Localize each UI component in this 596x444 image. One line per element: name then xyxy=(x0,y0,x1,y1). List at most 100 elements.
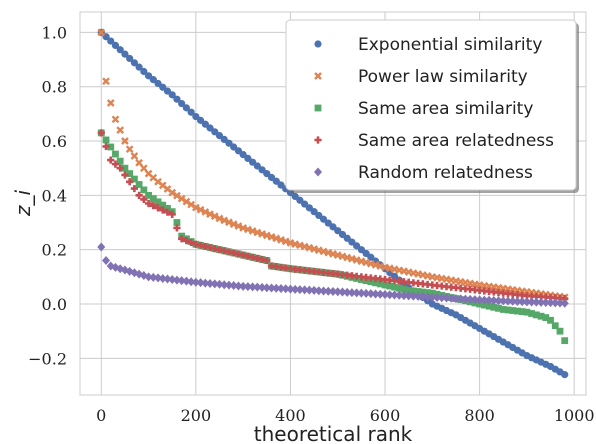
point xyxy=(178,99,186,108)
point xyxy=(182,197,191,206)
point xyxy=(409,287,417,295)
point xyxy=(319,286,328,296)
point xyxy=(276,284,285,294)
x-tick-label: 1000 xyxy=(554,406,595,425)
point xyxy=(145,191,152,199)
point xyxy=(135,63,143,71)
point xyxy=(253,282,262,292)
point xyxy=(102,256,111,266)
point xyxy=(277,236,285,244)
point xyxy=(490,303,498,311)
point xyxy=(144,272,153,282)
point xyxy=(381,289,390,299)
point xyxy=(527,297,536,307)
point xyxy=(116,126,125,135)
legend-marker xyxy=(314,40,322,48)
point xyxy=(130,59,138,67)
point xyxy=(561,337,569,345)
x-tick-label: 800 xyxy=(464,406,495,425)
point xyxy=(395,284,403,292)
point xyxy=(229,220,238,228)
point xyxy=(267,233,276,241)
point xyxy=(182,237,191,245)
point xyxy=(513,296,522,306)
point xyxy=(229,281,238,291)
data-marks xyxy=(97,28,569,379)
point xyxy=(556,327,564,335)
point xyxy=(442,293,451,303)
point xyxy=(419,288,427,296)
point xyxy=(405,287,413,294)
point xyxy=(509,307,517,314)
point xyxy=(258,230,266,238)
point xyxy=(121,50,129,58)
point xyxy=(366,289,375,299)
point xyxy=(338,287,347,297)
y-tick-label: 0.2 xyxy=(42,241,67,260)
point xyxy=(343,287,352,297)
point xyxy=(508,296,517,306)
point xyxy=(386,282,394,290)
point xyxy=(300,285,309,295)
point xyxy=(451,294,460,304)
point xyxy=(196,205,205,214)
point xyxy=(159,201,167,209)
point xyxy=(140,186,148,194)
point xyxy=(461,294,470,304)
point xyxy=(187,200,195,209)
y-tick-label: 0.6 xyxy=(42,132,67,151)
point xyxy=(466,294,475,304)
point xyxy=(532,311,540,319)
point xyxy=(121,164,129,172)
point xyxy=(248,282,257,292)
legend-box xyxy=(285,19,577,191)
legend-label: Same area relatedness xyxy=(358,131,554,151)
point xyxy=(102,77,110,86)
point xyxy=(537,297,546,307)
point xyxy=(423,292,432,302)
point xyxy=(121,171,129,179)
point xyxy=(281,284,290,294)
point xyxy=(201,278,210,288)
point xyxy=(154,204,162,212)
point xyxy=(126,170,134,178)
point xyxy=(154,273,163,283)
point xyxy=(428,292,437,302)
point xyxy=(97,242,106,252)
point xyxy=(234,222,243,230)
point xyxy=(173,191,181,200)
point xyxy=(367,278,375,286)
x-tick-label: 600 xyxy=(370,406,401,425)
point xyxy=(102,136,110,144)
point xyxy=(514,307,521,315)
legend-marker xyxy=(314,167,322,177)
point xyxy=(102,142,110,151)
legend-marker xyxy=(314,136,322,144)
point xyxy=(243,282,252,292)
point xyxy=(112,150,119,158)
point xyxy=(168,188,177,197)
point xyxy=(305,285,314,295)
point xyxy=(551,298,560,308)
point xyxy=(234,281,243,291)
point xyxy=(210,212,219,221)
point xyxy=(485,295,494,305)
point xyxy=(561,371,569,379)
legend-label: Same area similarity xyxy=(358,99,533,119)
point xyxy=(130,152,139,160)
point xyxy=(140,67,148,76)
legend-label: Exponential similarity xyxy=(358,35,542,55)
tick-labels: 0 200 400 600 800 1000 −0.2 0.0 0.2 0.4 0.6 0.8 1.0 xyxy=(28,23,594,425)
point xyxy=(107,143,115,151)
point xyxy=(111,115,120,124)
point xyxy=(560,298,569,308)
point xyxy=(314,286,323,296)
y-tick-label: 0.4 xyxy=(42,186,67,205)
point xyxy=(173,95,181,103)
point xyxy=(177,194,186,203)
point xyxy=(149,195,157,203)
legend-marker xyxy=(314,104,322,112)
point xyxy=(163,208,172,216)
point xyxy=(489,295,498,305)
